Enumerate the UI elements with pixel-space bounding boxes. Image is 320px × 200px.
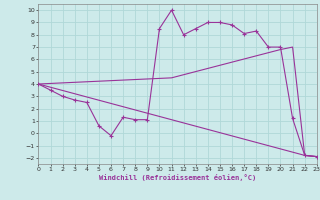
X-axis label: Windchill (Refroidissement éolien,°C): Windchill (Refroidissement éolien,°C)	[99, 174, 256, 181]
